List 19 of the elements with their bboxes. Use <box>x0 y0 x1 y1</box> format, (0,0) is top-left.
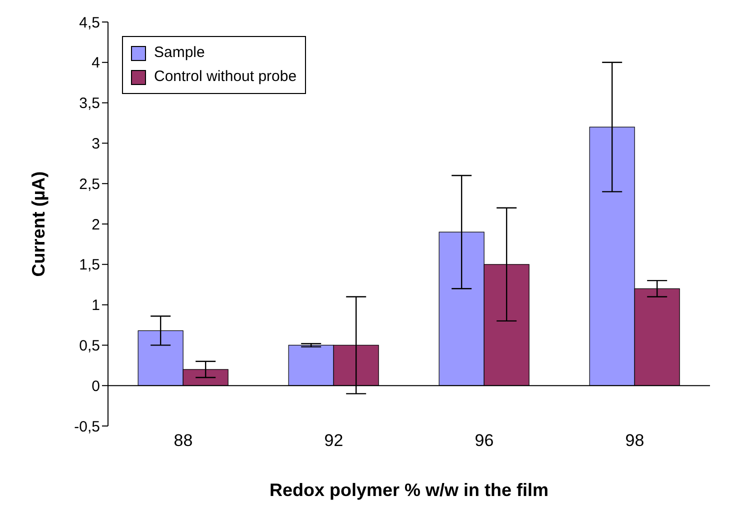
y-tick-label: 4,5 <box>79 14 100 32</box>
legend-label: Sample <box>154 43 205 63</box>
y-tick-label: 0,5 <box>79 338 100 355</box>
y-tick-label: 3,5 <box>79 95 100 112</box>
y-tick-label: 0 <box>92 378 100 395</box>
y-tick-label: 3 <box>92 136 100 153</box>
y-tick-label: 2,5 <box>79 176 100 193</box>
y-tick-label: -0,5 <box>74 418 100 436</box>
y-tick-label: 1 <box>92 297 100 314</box>
legend-label: Control without probe <box>154 67 297 87</box>
y-tick-label: 4 <box>92 54 100 72</box>
x-tick-label: 88 <box>174 431 193 450</box>
x-tick-label: 98 <box>625 431 644 450</box>
x-axis-title: Redox polymer % w/w in the film <box>269 480 549 500</box>
x-tick-label: 92 <box>324 431 344 450</box>
y-tick-label: 2 <box>92 216 100 234</box>
x-tick-label: 96 <box>474 431 494 450</box>
y-axis-title: Current (µA) <box>28 171 48 277</box>
y-tick-label: 1,5 <box>79 256 100 274</box>
